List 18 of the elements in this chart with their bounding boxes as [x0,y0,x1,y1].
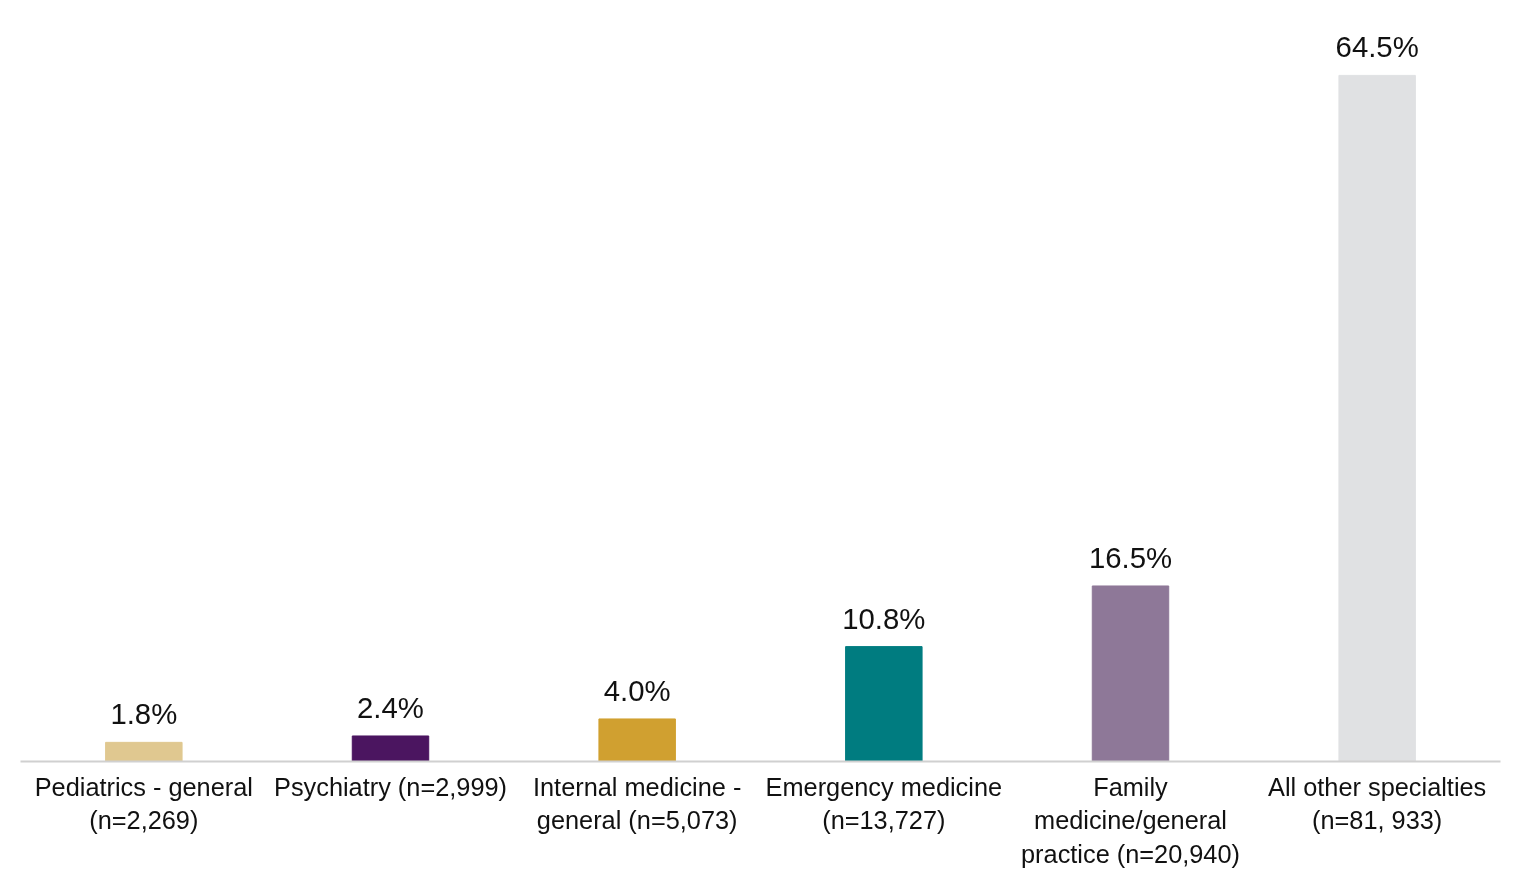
x-tick-label: Emergency medicine (n=13,727) [765,772,1003,835]
data-label: 10.8% [842,601,926,635]
x-tick-label: Pediatrics - general (n=2,269) [34,772,253,835]
data-label: 4.0% [603,673,671,707]
bar [1338,74,1416,762]
x-tick-label: Family medicine/general practice (n=20,940) [1021,772,1240,868]
data-label: 1.8% [110,697,178,731]
bar [105,741,183,762]
bar [1091,585,1170,762]
bar [845,646,923,762]
x-tick-label: Internal medicine - general (n=5,073) [532,772,742,835]
x-tick-label: Psychiatry (n=2,999) [274,772,508,801]
x-tick-label: All other specialties (n=81, 933) [1268,772,1487,835]
data-label: 64.5% [1335,30,1419,64]
bar [598,718,676,762]
data-label: 16.5% [1088,540,1173,574]
bar [351,735,430,762]
data-label: 2.4% [357,690,424,724]
